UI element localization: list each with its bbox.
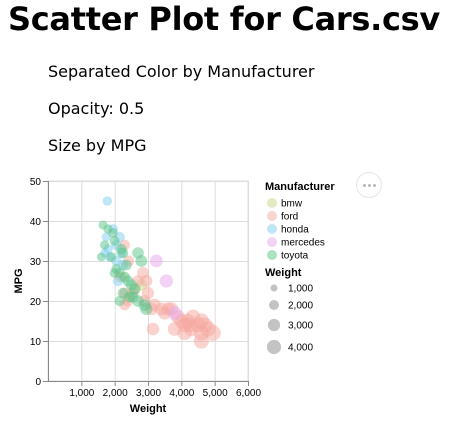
legend: Manufacturer bmw ford honda mercedes toyota We… — [265, 181, 335, 355]
y-tick-label: 30 — [30, 257, 42, 268]
data-point-toyota[interactable] — [106, 252, 117, 262]
x-tick-label: 6,000 — [236, 388, 261, 399]
data-point-toyota[interactable] — [114, 295, 125, 307]
legend-size-label: 2,000 — [288, 301, 313, 312]
legend-size-label: 3,000 — [288, 321, 313, 332]
opacity-text: Opacity: 0.5 — [48, 99, 145, 118]
x-axis: 1,000 2,000 3,000 4,000 5,000 6,000 — [48, 381, 261, 399]
data-points[interactable] — [96, 196, 221, 349]
size-encoding-text: Size by MPG — [48, 136, 147, 155]
data-point-honda[interactable] — [102, 196, 113, 206]
legend-swatch-ford — [267, 211, 277, 221]
chart-actions-menu-button[interactable] — [356, 172, 382, 198]
page-title: Scatter Plot for Cars.csv — [8, 0, 440, 38]
x-tick-label: 5,000 — [203, 388, 228, 399]
x-axis-label: Weight — [130, 403, 167, 415]
legend-label-mercedes: mercedes — [281, 238, 325, 249]
x-tick-label: 4,000 — [169, 388, 194, 399]
x-tick-label: 3,000 — [136, 388, 161, 399]
legend-size-swatch — [266, 339, 282, 355]
x-tick-label: 2,000 — [103, 388, 128, 399]
data-point-toyota[interactable] — [109, 236, 120, 246]
data-point-mercedes[interactable] — [159, 274, 173, 288]
y-tick-label: 0 — [35, 377, 41, 388]
y-tick-label: 10 — [30, 337, 42, 348]
legend-color-title: Manufacturer — [265, 181, 335, 193]
data-point-toyota[interactable] — [117, 247, 129, 259]
data-point-toyota[interactable] — [109, 268, 120, 278]
scatter-chart: 0 10 20 30 40 50 1,000 2,000 3,000 4,000 5,000 6,0… — [13, 177, 335, 415]
legend-label-toyota: toyota — [281, 251, 309, 262]
legend-swatch-mercedes — [267, 237, 277, 247]
data-point-toyota[interactable] — [96, 252, 106, 262]
legend-label-honda: honda — [281, 225, 309, 236]
legend-swatch-toyota — [267, 250, 277, 260]
data-point-toyota[interactable] — [140, 302, 153, 316]
data-point-ford[interactable] — [158, 306, 172, 320]
y-axis: 0 10 20 30 40 50 — [30, 177, 49, 388]
x-tick-label: 1,000 — [69, 388, 94, 399]
legend-label-bmw: bmw — [281, 199, 303, 210]
legend-size-swatch — [269, 300, 279, 310]
color-encoding-text: Separated Color by Manufacturer — [48, 62, 315, 81]
legend-swatch-bmw — [267, 198, 277, 208]
legend-size-label: 1,000 — [288, 284, 313, 295]
legend-swatch-honda — [267, 224, 277, 234]
data-point-ford[interactable] — [193, 333, 209, 349]
legend-size-label: 4,000 — [288, 343, 313, 354]
legend-size-swatch — [270, 284, 278, 292]
data-point-ford[interactable] — [205, 325, 221, 341]
data-point-ford[interactable] — [140, 274, 153, 288]
data-point-toyota[interactable] — [135, 255, 148, 267]
data-point-mercedes[interactable] — [167, 306, 182, 320]
y-tick-label: 50 — [30, 177, 42, 188]
data-point-toyota[interactable] — [100, 240, 110, 250]
data-point-toyota[interactable] — [117, 287, 129, 299]
y-tick-label: 20 — [30, 297, 42, 308]
y-tick-label: 40 — [30, 217, 42, 228]
data-point-ford[interactable] — [146, 322, 160, 336]
y-axis-label: MPG — [13, 268, 25, 293]
data-point-toyota[interactable] — [108, 228, 118, 238]
data-point-mercedes[interactable] — [149, 254, 163, 268]
legend-label-ford: ford — [281, 212, 298, 223]
data-point-toyota[interactable] — [120, 259, 132, 271]
data-point-ford[interactable] — [185, 309, 201, 325]
legend-size-title: Weight — [265, 267, 302, 279]
legend-size-swatch — [267, 318, 281, 332]
